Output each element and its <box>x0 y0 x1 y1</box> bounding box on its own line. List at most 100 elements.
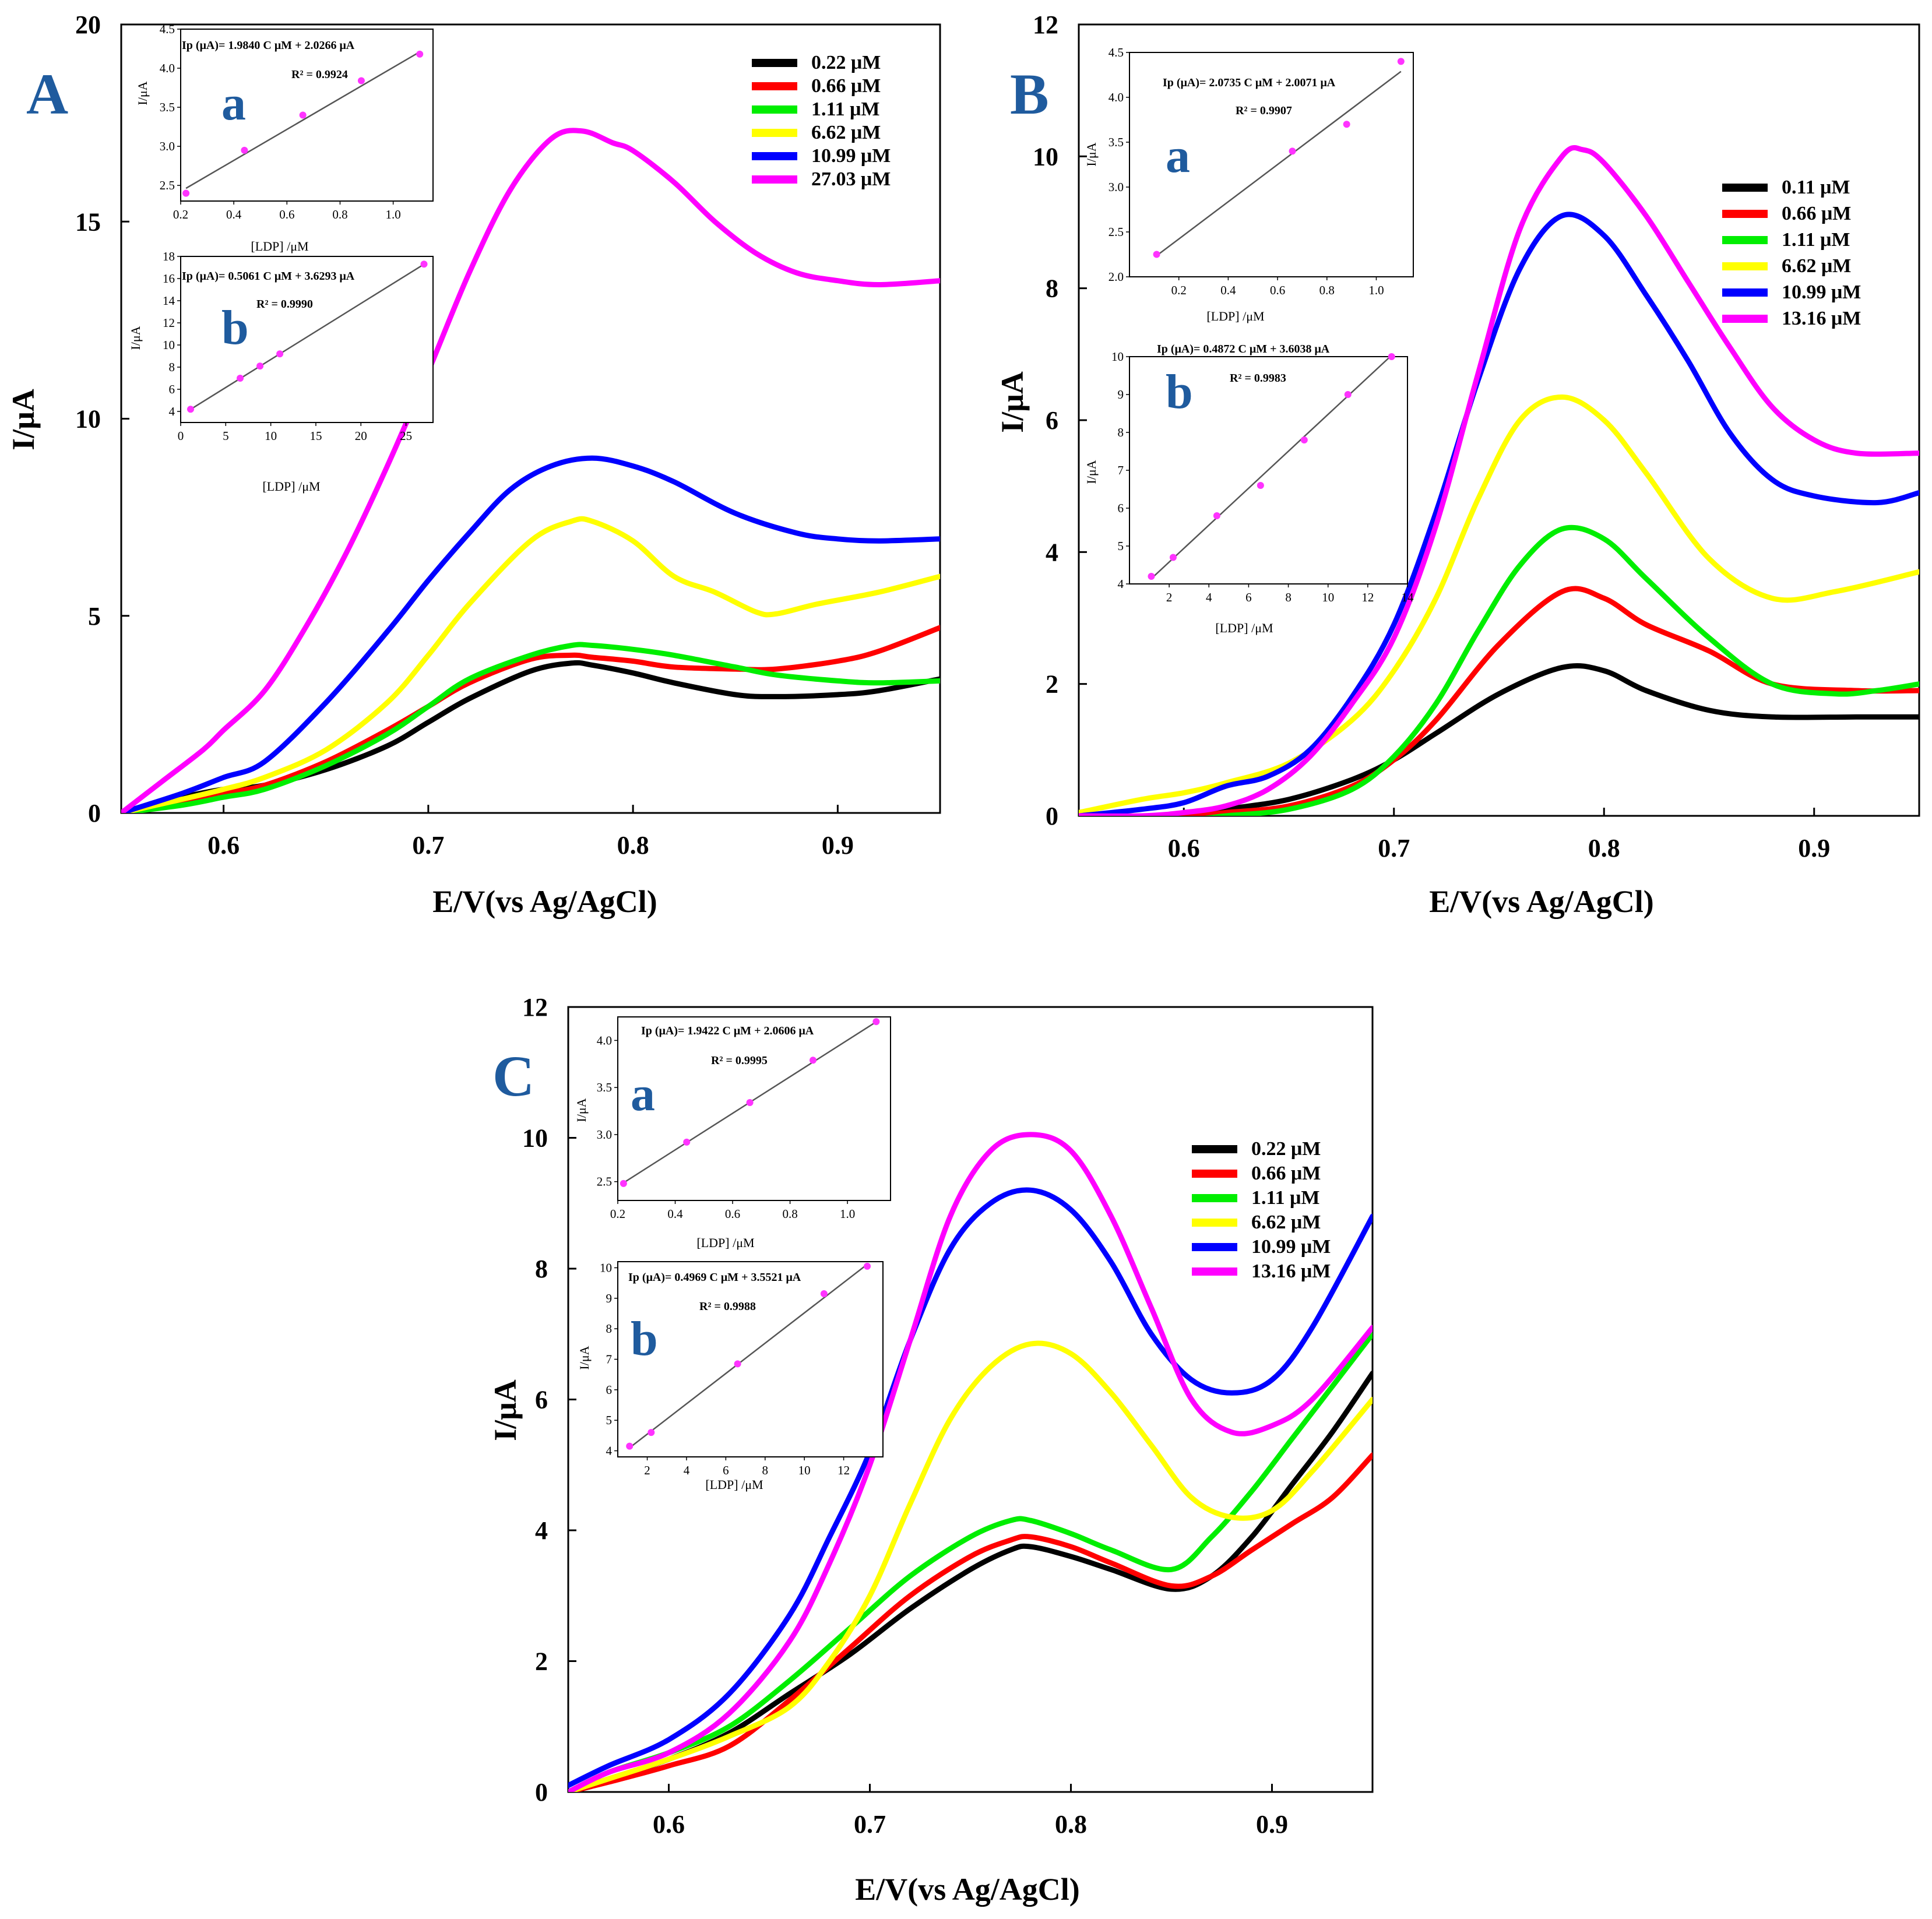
inset-x-tick-label: 2 <box>644 1463 650 1477</box>
inset-x-tick-label: 8 <box>762 1463 769 1477</box>
x-tick-label: 0.8 <box>1055 1810 1087 1839</box>
y-axis-label: I/μA <box>488 1379 523 1441</box>
inset-y-tick-label: 8 <box>1118 425 1124 439</box>
inset-frame <box>180 29 434 202</box>
inset-x-tick-label: 1.0 <box>386 207 401 221</box>
y-tick-label: 20 <box>75 10 101 39</box>
inset-r-squared: R² = 0.9983 <box>1230 372 1286 385</box>
series-line-3 <box>1079 524 1919 816</box>
inset-y-tick-label: 3.0 <box>597 1128 612 1142</box>
inset-y-tick-label: 3.5 <box>597 1080 612 1094</box>
inset-data-point <box>1213 512 1220 519</box>
x-tick-label: 0.9 <box>1256 1810 1288 1839</box>
inset-x-tick-label: 25 <box>400 429 412 443</box>
inset-data-point <box>1388 353 1395 360</box>
panel-b: 0.6 0.7 0.8 0.9 0 2 4 6 8 10 12 E/V(vs Ag/AgCl) I/μA… <box>995 10 1920 919</box>
inset-letter: b <box>1166 365 1193 419</box>
x-tick-label: 0.9 <box>1798 834 1830 862</box>
inset-fit-line <box>190 263 425 410</box>
x-tick-label: 0.6 <box>1168 834 1200 862</box>
y-tick-label: 0 <box>88 799 101 828</box>
inset-y-label: I/μA <box>577 1346 592 1369</box>
inset-y-tick-label: 9 <box>1118 388 1124 402</box>
legend-label: 6.62 μM <box>811 122 881 143</box>
legend-label: 13.16 μM <box>1251 1260 1331 1282</box>
inset-fit-line <box>1156 71 1402 256</box>
inset-x-tick-label: 10 <box>265 429 277 443</box>
series-line-2 <box>568 1452 1373 1792</box>
inset-y-tick-label: 3.0 <box>1108 180 1124 194</box>
series-line-5 <box>121 455 940 813</box>
inset-equation: Ip (μA)= 0.4969 C μM + 3.5521 μA <box>628 1271 801 1284</box>
inset-x-tick-label: 12 <box>1361 590 1374 604</box>
inset-x-label: [LDP] /μM <box>251 239 308 253</box>
inset-data-point <box>1169 554 1177 561</box>
inset-r-squared: R² = 0.9990 <box>256 298 313 311</box>
inset-letter: b <box>221 301 249 355</box>
y-axis-label: I/μA <box>995 371 1030 433</box>
inset-x-tick-label: 10 <box>1322 590 1334 604</box>
inset-y-tick-label: 18 <box>163 249 175 263</box>
inset-x-tick-label: 6 <box>1245 590 1252 604</box>
y-tick-label: 6 <box>535 1386 548 1414</box>
x-tick-label: 0.7 <box>412 831 444 860</box>
inset-data-point <box>647 1429 655 1436</box>
panel-letter: B <box>1010 62 1049 126</box>
inset-b: 0 5 10 15 20 25 4 6 8 10 12 14 16 18 Ip (μA)= 0.5061 C… <box>128 249 434 494</box>
series-line-6 <box>121 128 940 813</box>
y-tick-label: 2 <box>1046 670 1058 699</box>
inset-y-tick-label: 3.5 <box>160 100 175 114</box>
inset-frame <box>1129 52 1414 277</box>
series-line-2 <box>121 625 940 813</box>
inset-data-point <box>420 260 428 268</box>
inset-data-point <box>864 1262 871 1270</box>
legend-label: 27.03 μM <box>811 168 891 190</box>
inset-x-tick-label: 1.0 <box>1368 283 1384 297</box>
inset-x-label: [LDP] /μM <box>262 479 320 494</box>
inset-x-tick-label: 0.8 <box>1319 283 1335 297</box>
y-tick-label: 4 <box>1046 538 1058 566</box>
x-axis-label: E/V(vs Ag/AgCl) <box>432 884 657 919</box>
series-line-1 <box>1079 663 1919 816</box>
inset-data-point <box>683 1138 691 1146</box>
inset-equation: Ip (μA)= 0.4872 C μM + 3.6038 μA <box>1157 343 1330 355</box>
inset-x-tick-label: 4 <box>684 1463 690 1477</box>
inset-equation: Ip (μA)= 1.9840 C μM + 2.0266 μA <box>182 39 355 52</box>
inset-data-point <box>1300 436 1308 443</box>
inset-x-tick-label: 2 <box>1166 590 1173 604</box>
legend-label: 6.62 μM <box>1782 255 1851 277</box>
inset-x-tick-label: 0.6 <box>725 1207 740 1221</box>
x-tick-label: 0.6 <box>207 831 240 860</box>
inset-x-label: [LDP] /μM <box>696 1235 754 1250</box>
inset-r-squared: R² = 0.9924 <box>291 68 348 81</box>
series-line-4 <box>568 1340 1373 1792</box>
y-tick-label: 8 <box>535 1255 548 1283</box>
inset-x-tick-label: 0.2 <box>1171 283 1187 297</box>
inset-frame <box>617 1016 891 1201</box>
x-tick-label: 0.6 <box>653 1810 685 1839</box>
inset-x-tick-label: 6 <box>723 1463 729 1477</box>
y-axis-label: I/μA <box>6 389 41 450</box>
inset-y-tick-label: 2.5 <box>1108 225 1124 239</box>
inset-data-point <box>626 1442 634 1450</box>
inset-data-point <box>1257 482 1264 489</box>
inset-y-tick-label: 6 <box>606 1383 613 1397</box>
inset-y-tick-label: 16 <box>163 272 175 286</box>
inset-data-point <box>734 1360 741 1368</box>
inset-data-point <box>1397 58 1405 65</box>
inset-data-point <box>1343 121 1350 128</box>
series-line-2 <box>1079 586 1919 816</box>
inset-y-tick-label: 2.0 <box>1108 270 1124 284</box>
inset-x-label: [LDP] /μM <box>1215 621 1273 635</box>
inset-y-tick-label: 8 <box>606 1322 613 1336</box>
inset-y-tick-label: 10 <box>600 1260 612 1274</box>
inset-a: 0.2 0.4 0.6 0.8 1.0 2.0 2.5 3.0 3.5 4.0 4.5 Ip (μA)… <box>1084 45 1414 323</box>
series-line-6 <box>1079 145 1919 816</box>
inset-x-tick-label: 4 <box>1206 590 1212 604</box>
inset-y-tick-label: 4.0 <box>1108 90 1124 104</box>
x-axis-label: E/V(vs Ag/AgCl) <box>855 1872 1080 1907</box>
inset-fit-line <box>629 1263 868 1449</box>
series-line-5 <box>1079 212 1919 816</box>
inset-y-tick-label: 3.5 <box>1108 135 1124 149</box>
